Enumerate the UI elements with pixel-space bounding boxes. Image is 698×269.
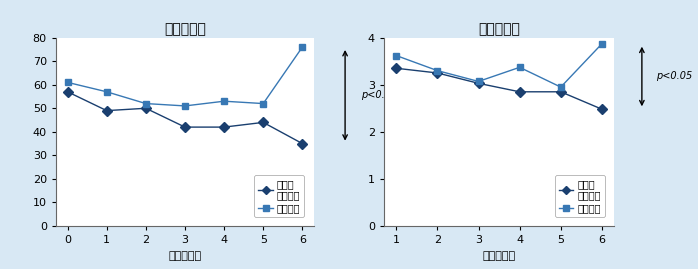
X-axis label: 治療（月）: 治療（月） (168, 250, 202, 261)
Text: p<0.01: p<0.01 (361, 90, 397, 100)
Legend: 緑イ貝
エキス末, プラセボ: 緑イ貝 エキス末, プラセボ (254, 175, 304, 217)
Title: 痛みの都度: 痛みの都度 (478, 23, 520, 37)
Title: 痛みの尺度: 痛みの尺度 (164, 23, 206, 37)
Text: p<0.05: p<0.05 (655, 72, 692, 82)
X-axis label: 治療（月）: 治療（月） (482, 250, 516, 261)
Legend: 緑イ貝
エキス末, プラセボ: 緑イ貝 エキス末, プラセボ (555, 175, 604, 217)
